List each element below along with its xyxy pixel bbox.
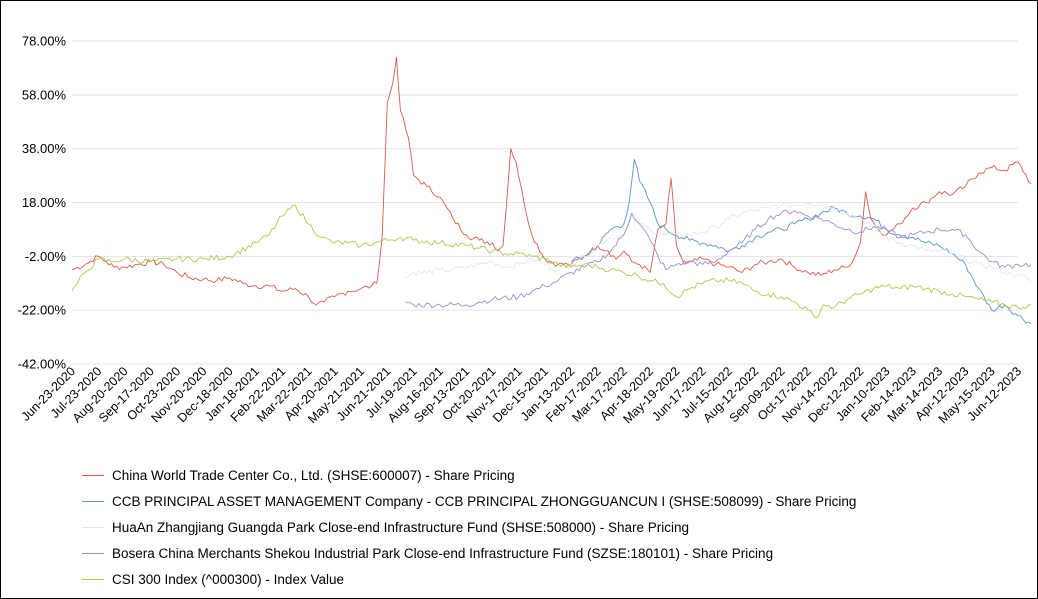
legend-item: CSI 300 Index (^000300) - Index Value [82,566,1022,592]
legend-swatch [82,474,104,476]
legend-label: CCB PRINCIPAL ASSET MANAGEMENT Company -… [112,493,857,509]
y-tick-label: 18.00% [22,195,67,210]
y-tick-label: -42.00% [18,357,67,372]
series-line [405,201,1032,282]
series-lines [71,56,1032,324]
legend-item: CCB PRINCIPAL ASSET MANAGEMENT Company -… [82,488,1022,514]
legend-item: China World Trade Center Co., Ltd. (SHSE… [82,462,1022,488]
series-line [71,56,1032,306]
y-tick-label: -22.00% [18,303,67,318]
line-chart: 78.00% 58.00% 38.00% 18.00% -2.00% -22.00% -42… [18,34,1032,426]
legend-label: China World Trade Center Co., Ltd. (SHSE… [112,467,515,483]
legend-label: HuaAn Zhangjiang Guangda Park Close-end … [112,519,690,535]
y-tick-label: 78.00% [22,34,67,49]
legend-swatch [82,500,104,502]
y-tick-label: -2.00% [25,249,67,264]
y-tick-label: 58.00% [22,87,67,102]
series-line [71,204,1032,319]
legend-swatch [82,526,104,528]
y-tick-label: 38.00% [22,141,67,156]
legend-label: Bosera China Merchants Shekou Industrial… [112,545,774,561]
series-line [405,209,1032,309]
legend-label: CSI 300 Index (^000300) - Index Value [112,571,344,587]
gridlines [72,40,1018,365]
x-axis-ticks: Jun-23-2020Jul-23-2020Aug-20-2020Sep-17-… [19,364,1025,426]
legend-item: Bosera China Merchants Shekou Industrial… [82,540,1022,566]
legend-swatch [82,578,104,580]
legend-swatch [82,552,104,554]
y-axis-ticks: 78.00% 58.00% 38.00% 18.00% -2.00% -22.00% -42… [18,34,67,372]
legend: China World Trade Center Co., Ltd. (SHSE… [82,462,1022,592]
series-line [571,158,1032,324]
legend-item: HuaAn Zhangjiang Guangda Park Close-end … [82,514,1022,540]
